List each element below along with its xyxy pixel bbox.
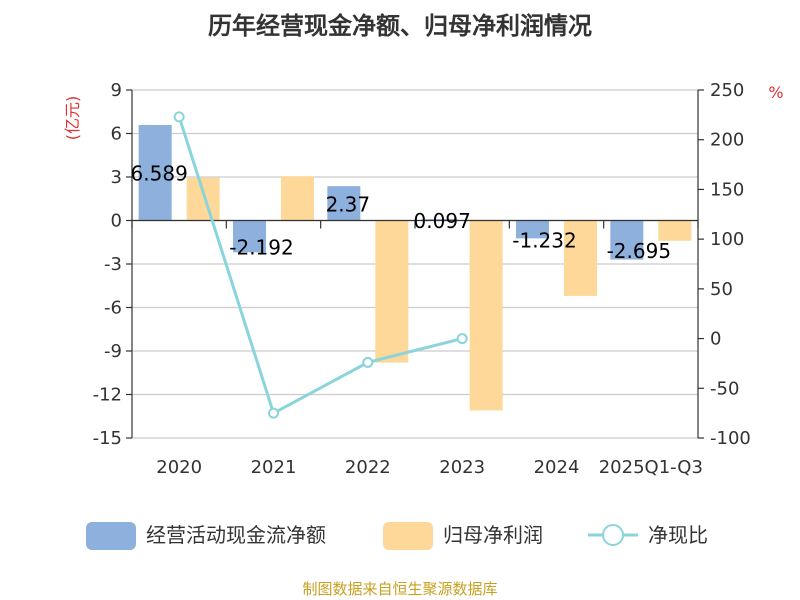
left-tick-label: -6	[104, 298, 122, 319]
left-axis-unit: (亿元)	[63, 96, 82, 141]
legend-swatch	[383, 522, 433, 550]
right-axis-unit: %	[768, 83, 783, 102]
right-tick-label: -100	[710, 428, 751, 449]
right-tick-label: 250	[710, 80, 744, 101]
chart-title: 历年经营现金净额、归母净利润情况	[208, 12, 592, 40]
cashflow-data-label: 2.37	[326, 192, 371, 216]
ratio-line-path	[177, 116, 463, 416]
net-profit-bar	[281, 176, 314, 221]
net-profit-bar	[469, 220, 503, 411]
cashflow-bar	[421, 219, 455, 221]
right-tick-label: -50	[710, 378, 739, 399]
category-label: 2021	[251, 457, 297, 478]
left-tick-label: 0	[111, 211, 122, 232]
cashflow-data-label: 0.097	[414, 209, 471, 233]
legend-swatch	[86, 522, 136, 550]
category-label: 2025Q1-Q3	[599, 457, 703, 478]
legend-label: 净现比	[648, 523, 708, 547]
left-tick-label: -15	[93, 428, 122, 449]
legend-marker	[602, 524, 624, 546]
ratio-point	[456, 333, 468, 345]
category-label: 2020	[156, 457, 202, 478]
ratio-line	[173, 111, 468, 419]
left-tick-label: 6	[111, 124, 122, 145]
grid-lines	[132, 89, 698, 439]
axes	[126, 89, 704, 439]
right-tick-label: 0	[710, 329, 721, 350]
left-tick-label: -3	[104, 254, 122, 275]
cashflow-bar	[138, 124, 172, 221]
cashflow-data-label: -2.192	[229, 235, 293, 259]
cashflow-bar	[516, 220, 549, 239]
source-note: 制图数据来自恒生聚源数据库	[302, 580, 497, 598]
right-tick-label: 100	[710, 229, 744, 250]
cashflow-data-label: -2.695	[607, 239, 671, 263]
left-tick-label: -9	[104, 341, 122, 362]
ratio-point	[362, 356, 374, 368]
cashflow-bar	[233, 220, 266, 253]
ratio-point	[173, 111, 185, 123]
cashflow-data-label: 6.589	[131, 162, 188, 186]
ratio-point	[268, 407, 279, 419]
category-label: 2023	[439, 457, 485, 478]
right-tick-label: 200	[710, 130, 744, 151]
cashflow-bar	[327, 186, 361, 221]
category-label: 2024	[534, 457, 580, 478]
bars	[138, 124, 692, 411]
data-labels: 6.589 -2.192 2.37 0.097 -1.232 -2.695	[131, 162, 672, 263]
cashflow-bar	[610, 220, 644, 260]
net-profit-bar	[186, 177, 220, 221]
legend-label: 归母净利润	[443, 523, 543, 547]
cashflow-data-label: -1.232	[512, 228, 576, 252]
legend: 经营活动现金流净额 归母净利润 净现比	[86, 522, 708, 550]
net-profit-bar	[375, 220, 409, 363]
net-profit-bar	[658, 220, 692, 241]
right-tick-label: 150	[710, 179, 744, 200]
left-tick-label: 9	[111, 80, 122, 101]
category-label: 2022	[345, 457, 391, 478]
legend-label: 经营活动现金流净额	[146, 523, 326, 547]
left-tick-label: -12	[93, 385, 122, 406]
net-profit-bar	[564, 220, 597, 296]
tick-labels: 9 6 3 0 -3 -6 -9 -12 -15 250 200 150 100 50 0 -50 -100 20…	[93, 80, 751, 478]
right-tick-label: 50	[710, 279, 733, 300]
left-tick-label: 3	[111, 167, 122, 188]
